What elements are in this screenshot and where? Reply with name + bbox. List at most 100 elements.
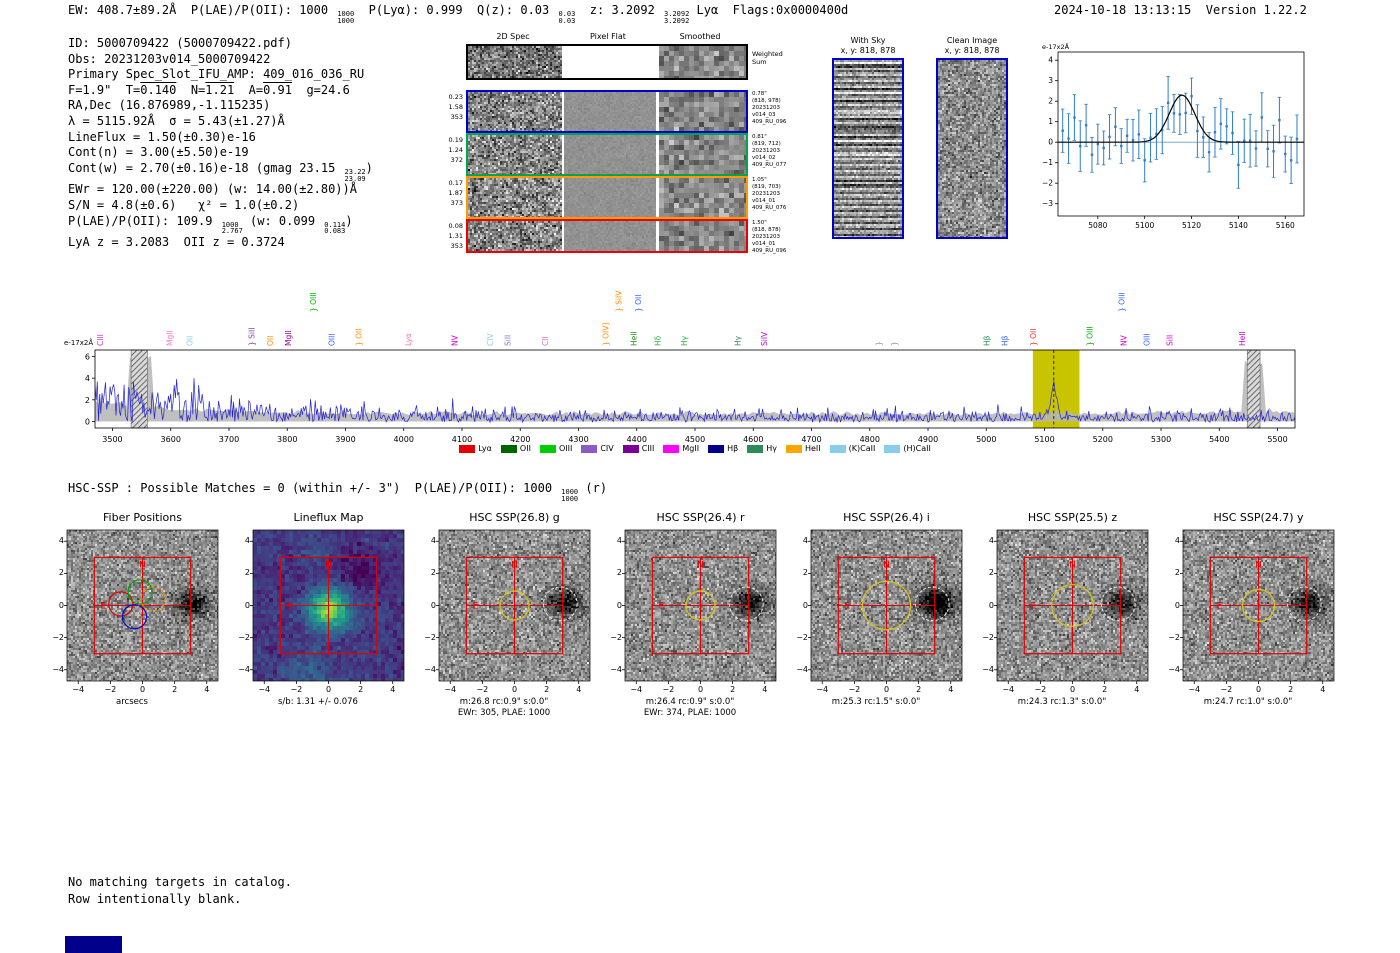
spec2d-weighted-sum-label: Sum bbox=[752, 58, 767, 66]
spec2d-weighted-sum-label: Weighted bbox=[752, 50, 783, 58]
withsky-title: With Sky bbox=[850, 36, 886, 45]
legend-label: MgII bbox=[682, 444, 700, 453]
cutout-ytick: −4 bbox=[424, 664, 436, 674]
svg-text:MgII: MgII bbox=[166, 330, 175, 346]
cutout-xtick: 0 bbox=[1255, 685, 1262, 694]
spec2d-row bbox=[466, 176, 748, 219]
cutout-xtick: −2 bbox=[1034, 685, 1047, 694]
spec2d-weight-label: 373 bbox=[450, 199, 463, 207]
cutout-subtitle-1: m:26.8 rc:0.9" s:0.0" bbox=[459, 697, 549, 707]
clean-image-panel: Clean Image x, y: 818, 878 bbox=[934, 30, 1010, 245]
spec2d-source-label: v014_01 bbox=[752, 198, 776, 204]
cutout-title: Fiber Positions bbox=[103, 511, 182, 524]
svg-text:−2: −2 bbox=[1042, 179, 1053, 188]
spec2d-row bbox=[466, 44, 748, 80]
cutout-panel-hsc-z: HSC SSP(25.5) z N E −4 −4 −2 −2 0 0 2 2 4 4 m:24.3 rc… bbox=[971, 505, 1153, 723]
cutout-overlay-hsc-r: NE bbox=[622, 529, 777, 684]
stacked-fraction: 3.2092 3.2092 bbox=[664, 10, 690, 25]
cutout-ytick: −4 bbox=[982, 664, 994, 674]
cutout-xtick: 0 bbox=[139, 685, 146, 694]
cutout-panel-hsc-i: HSC SSP(26.4) i N E −4 −4 −2 −2 0 0 2 2 4 4 m:25.3 rc… bbox=[785, 505, 967, 723]
stacked-fraction: 1000 1000 bbox=[337, 10, 355, 25]
svg-text:4300: 4300 bbox=[568, 435, 588, 444]
footer-note-line: Row intentionally blank. bbox=[68, 891, 242, 906]
svg-text:4000: 4000 bbox=[394, 435, 414, 444]
svg-text:4800: 4800 bbox=[860, 435, 880, 444]
cutout-title: HSC SSP(24.7) y bbox=[1213, 511, 1304, 524]
spec2d-source-label: v014_02 bbox=[752, 155, 776, 161]
svg-text:3800: 3800 bbox=[277, 435, 297, 444]
svg-text:Hβ: Hβ bbox=[982, 335, 991, 346]
svg-text:3: 3 bbox=[1048, 76, 1053, 85]
svg-text:NV: NV bbox=[1119, 334, 1128, 346]
svg-text:4400: 4400 bbox=[627, 435, 647, 444]
cutout-xtick: 4 bbox=[948, 685, 954, 694]
info-line: Primary Spec_Slot_IFU_AMP: 409_016_036_R… bbox=[68, 67, 365, 82]
cutout-subtitle-1: m:25.3 rc:1.5" s:0.0" bbox=[831, 697, 921, 707]
cutout-subtitle-1: s/b: 1.31 +/- 0.076 bbox=[278, 697, 358, 707]
svg-text:HeII: HeII bbox=[1238, 331, 1247, 346]
svg-text:3700: 3700 bbox=[219, 435, 239, 444]
blank-row-marker bbox=[65, 936, 122, 953]
spec2d-row bbox=[466, 90, 748, 133]
cutout-ytick: 4 bbox=[58, 536, 64, 546]
cutout-panel-hsc-r: HSC SSP(26.4) r N E −4 −4 −2 −2 0 0 2 2 4 4 m:26.4 rc… bbox=[599, 505, 781, 723]
legend-swatch bbox=[500, 444, 517, 453]
spec2d-flat-image bbox=[564, 221, 656, 251]
withsky-image bbox=[834, 60, 902, 237]
legend-item: (H)CaII bbox=[884, 444, 931, 453]
svg-text:E: E bbox=[286, 602, 292, 612]
cutout-panel-lineflux: Lineflux Map N E −4 −4 −2 −2 0 0 2 2 4 4 s/b: 1.31 +/… bbox=[227, 505, 409, 723]
spec2d-source-label: 20231203 bbox=[752, 148, 780, 154]
svg-text:2: 2 bbox=[85, 396, 90, 405]
svg-text:E: E bbox=[844, 602, 850, 612]
spec2d-source-label: 0.78" bbox=[752, 91, 767, 97]
spec2d-source-label: 409_RU_096 bbox=[752, 119, 787, 125]
cutout-overlay-hsc-i: NE bbox=[808, 529, 963, 684]
spec2d-smoothed-image bbox=[659, 135, 746, 174]
cutout-ytick: 4 bbox=[988, 536, 994, 546]
spec2d-source-label: v014_01 bbox=[752, 241, 776, 247]
cutout-xtick: 4 bbox=[204, 685, 210, 694]
cutout-xtick: 0 bbox=[883, 685, 890, 694]
info-line: LineFlux = 1.50(±0.30)e-16 bbox=[68, 129, 256, 144]
legend-swatch bbox=[884, 444, 901, 453]
svg-text:5100: 5100 bbox=[1135, 221, 1154, 230]
cutout-xtick: −4 bbox=[72, 685, 85, 694]
svg-text:OII: OII bbox=[186, 336, 195, 346]
legend-label: CIII bbox=[641, 444, 655, 453]
clean-coords: x, y: 818, 878 bbox=[944, 46, 1000, 55]
spec2d-row bbox=[466, 133, 748, 176]
svg-text:NV: NV bbox=[451, 334, 460, 346]
withsky-panel: With Sky x, y: 818, 878 bbox=[830, 30, 906, 245]
svg-text:0: 0 bbox=[85, 418, 90, 427]
withsky-coords: x, y: 818, 878 bbox=[840, 46, 896, 55]
cutout-overlay-hsc-y: NE bbox=[1180, 529, 1335, 684]
cutout-ytick: 4 bbox=[802, 536, 808, 546]
spec2d-col-header: Pixel Flat bbox=[590, 32, 626, 41]
spec2d-weight-label: 0.23 bbox=[448, 93, 463, 101]
spec2d-2d-image bbox=[468, 221, 562, 251]
svg-text:CIV: CIV bbox=[486, 333, 495, 346]
svg-text:Hβ: Hβ bbox=[1000, 335, 1009, 346]
cutout-ytick: 4 bbox=[244, 536, 250, 546]
svg-text:e-17x2Å: e-17x2Å bbox=[64, 338, 93, 347]
cutout-ytick: −2 bbox=[610, 632, 622, 642]
spec2d-source-label: 20231203 bbox=[752, 191, 780, 197]
svg-text:E: E bbox=[1030, 602, 1036, 612]
spec2d-smoothed-image bbox=[659, 178, 746, 217]
cutout-subtitle-1: arcsecs bbox=[116, 697, 148, 707]
legend-swatch bbox=[785, 444, 802, 453]
svg-text:3500: 3500 bbox=[102, 435, 122, 444]
cutout-ytick: −2 bbox=[796, 632, 808, 642]
legend-swatch bbox=[581, 444, 598, 453]
cutout-xtick: −2 bbox=[104, 685, 117, 694]
cutout-xtick: −4 bbox=[258, 685, 271, 694]
cutout-subtitle-1: m:24.3 rc:1.3" s:0.0" bbox=[1017, 697, 1107, 707]
legend-label: HeII bbox=[804, 444, 821, 453]
spec2d-flat-image bbox=[564, 135, 656, 174]
svg-text:HeII: HeII bbox=[629, 331, 638, 346]
cutout-ytick: 0 bbox=[244, 600, 250, 610]
spec2d-weight-label: 1.58 bbox=[448, 103, 463, 111]
